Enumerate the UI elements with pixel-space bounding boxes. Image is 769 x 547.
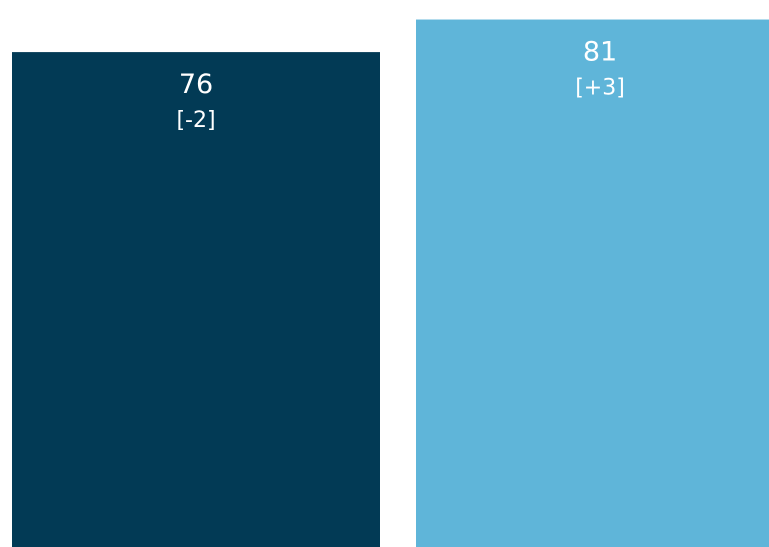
bar-1-change-label: [-2]	[176, 108, 215, 133]
bar-2	[416, 19, 769, 547]
bar-1-value-label: 76	[179, 69, 213, 100]
bar-series: 76 [-2] 81 [+3]	[12, 19, 769, 547]
bar-1	[12, 52, 380, 547]
bar-2-value-label: 81	[583, 37, 617, 68]
bar-2-change-label: [+3]	[575, 76, 625, 101]
